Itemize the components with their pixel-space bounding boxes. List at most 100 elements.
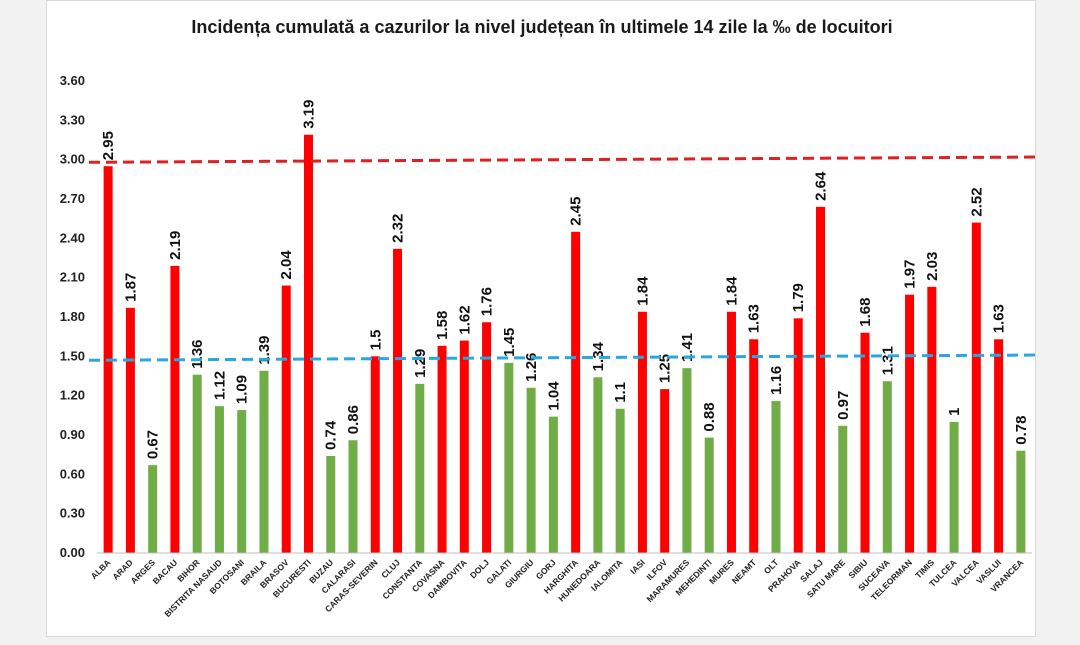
data-label: 1	[946, 408, 963, 416]
data-label: 2.52	[968, 187, 985, 216]
data-label: 0.78	[1013, 416, 1030, 445]
y-tick-label: 1.50	[60, 348, 85, 363]
y-axis: 0.00 0.30 0.60 0.90 1.20 1.50 1.80 2.10 2.40 2.70…	[60, 73, 85, 560]
bar	[615, 408, 625, 553]
data-label: 1.25	[657, 354, 674, 383]
data-label: 2.45	[568, 197, 585, 226]
bar	[593, 377, 603, 553]
x-tick-label: OLT	[762, 557, 781, 576]
data-labels: 2.95 1.87 0.67 2.19 1.36 1.12 1.09 1.39 2.04 3.19…	[100, 100, 1030, 460]
reference-line	[88, 155, 1037, 164]
bar	[548, 416, 558, 553]
data-label: 2.95	[100, 131, 117, 160]
y-tick-label: 1.80	[60, 309, 85, 324]
data-label: 1.62	[456, 305, 473, 334]
bar	[816, 206, 826, 553]
data-label: 1.29	[412, 349, 429, 378]
data-label: 1.31	[879, 346, 896, 375]
bar	[281, 285, 291, 553]
bar	[749, 339, 759, 553]
data-label: 2.19	[167, 231, 184, 260]
bar	[793, 318, 803, 553]
y-tick-label: 2.70	[60, 191, 85, 206]
y-tick-label: 0.30	[60, 506, 85, 521]
data-label: 1.63	[991, 304, 1008, 333]
bar	[125, 307, 135, 553]
y-tick-label: 0.00	[60, 545, 85, 560]
bar	[637, 311, 647, 553]
bar	[682, 368, 692, 553]
bar	[838, 425, 848, 553]
bar	[170, 265, 180, 553]
data-label: 1.63	[746, 304, 763, 333]
data-label: 1.45	[501, 328, 518, 357]
bar	[949, 421, 959, 553]
bar	[771, 400, 781, 553]
bar	[259, 370, 269, 553]
bar	[237, 410, 247, 553]
data-label: 0.88	[701, 402, 718, 431]
data-label: 1.41	[679, 333, 696, 362]
data-label: 1.39	[256, 336, 273, 365]
y-tick-label: 3.30	[60, 112, 85, 127]
bar	[348, 440, 358, 553]
bar	[882, 381, 892, 553]
x-tick-label: IASI	[628, 557, 647, 576]
y-tick-label: 3.60	[60, 73, 85, 88]
data-label: 1.12	[211, 371, 228, 400]
chart-frame: Incidența cumulată a cazurilor la nivel …	[46, 0, 1037, 637]
bar	[192, 374, 202, 553]
y-tick-label: 0.60	[60, 466, 85, 481]
data-label: 0.67	[145, 430, 162, 459]
bar	[927, 286, 937, 553]
data-label: 1.87	[122, 273, 139, 302]
data-label: 1.76	[479, 287, 496, 316]
data-label: 1.16	[768, 366, 785, 395]
bar-chart: Incidența cumulată a cazurilor la nivel …	[60, 17, 1037, 619]
bar	[704, 437, 714, 553]
bar	[437, 345, 447, 553]
bars	[103, 134, 1026, 554]
bar	[370, 356, 380, 553]
y-tick-label: 2.10	[60, 270, 85, 285]
bar	[148, 465, 158, 553]
bar	[415, 383, 425, 553]
bar	[504, 362, 514, 553]
data-label: 1.36	[189, 339, 206, 368]
bar	[905, 294, 915, 553]
y-tick-label: 2.40	[60, 230, 85, 245]
reference-line	[88, 353, 1037, 362]
bar	[482, 322, 492, 553]
data-label: 1.68	[857, 298, 874, 327]
data-label: 2.03	[924, 252, 941, 281]
x-tick-label: BACAU	[151, 557, 180, 586]
data-label: 0.97	[835, 391, 852, 420]
bar	[326, 455, 336, 553]
data-label: 2.32	[390, 214, 407, 243]
data-label: 1.26	[523, 353, 540, 382]
data-label: 0.74	[323, 420, 340, 450]
data-label: 1.04	[545, 381, 562, 411]
data-label: 1.5	[367, 329, 384, 350]
data-label: 3.19	[300, 100, 317, 129]
data-label: 1.79	[790, 283, 807, 312]
bar	[1016, 450, 1026, 553]
data-label: 2.64	[813, 171, 830, 201]
bar	[459, 340, 469, 553]
data-label: 1.09	[234, 375, 251, 404]
bar	[726, 311, 736, 553]
reference-lines	[88, 155, 1037, 362]
bar	[971, 222, 981, 553]
bar	[860, 332, 870, 553]
chart-title: Incidența cumulată a cazurilor la nivel …	[191, 17, 892, 37]
y-tick-label: 0.90	[60, 427, 85, 442]
data-label: 1.34	[590, 341, 607, 371]
bar	[393, 248, 403, 554]
x-tick-label: NEAMT	[730, 557, 759, 586]
data-label: 1.58	[434, 311, 451, 340]
y-tick-label: 3.00	[60, 152, 85, 167]
bar	[994, 339, 1004, 553]
data-label: 1.97	[902, 260, 919, 289]
bar	[526, 387, 536, 553]
bar	[571, 231, 581, 553]
